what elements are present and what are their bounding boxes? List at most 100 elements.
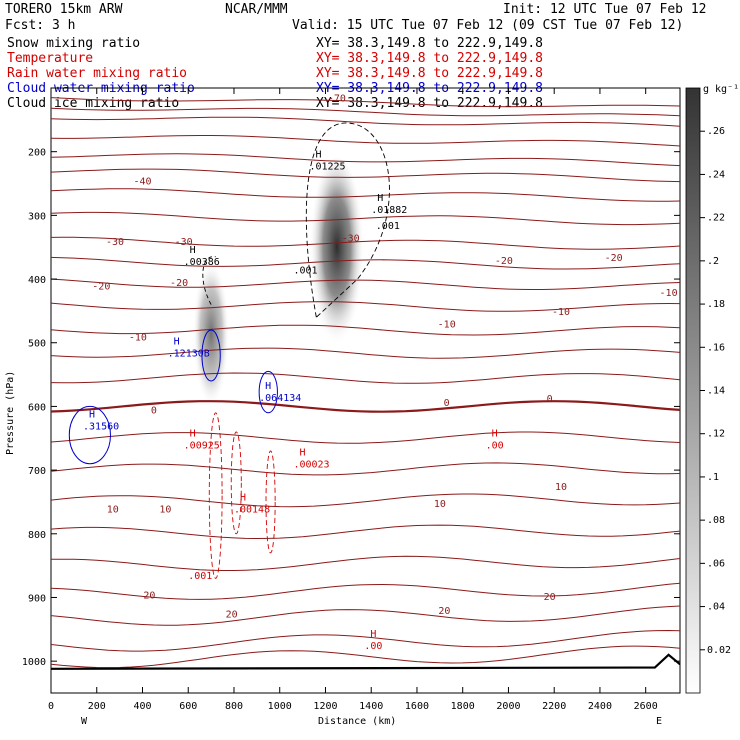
field-section-coords: XY= 38.3,149.8 to 222.9,149.8 <box>316 51 543 66</box>
temperature-contour-label: 10 <box>107 504 119 515</box>
temperature-contour <box>51 97 680 108</box>
temperature-contour <box>51 256 680 270</box>
temperature-contour-label: 0 <box>444 398 450 409</box>
temperature-contour <box>51 107 680 117</box>
temperature-contour-label: -10 <box>552 307 570 318</box>
colorbar-tick-label: .26 <box>707 126 725 137</box>
temperature-contour-label: 10 <box>434 499 446 510</box>
temperature-contour <box>51 629 680 652</box>
colorbar-tick-label: .18 <box>707 299 725 310</box>
temperature-contour <box>51 605 680 626</box>
x-tick-label: 200 <box>88 701 106 712</box>
x-tick-label: 400 <box>133 701 151 712</box>
colorbar: g kg⁻¹ 0.02 .04 .06 .08 .1 .12 .14 .16 .18 .2 .22.… <box>685 84 739 694</box>
plot-frame <box>50 87 681 694</box>
temperature-contour <box>51 168 680 183</box>
ice-contours <box>202 122 390 319</box>
max-h-marker: H <box>174 336 180 347</box>
max-value-label: .12130B <box>168 348 210 359</box>
max-value-label: .00 <box>364 641 382 652</box>
temperature-contour-label: -70 <box>328 94 346 105</box>
x-tick-label: 2200 <box>542 701 566 712</box>
colorbar-tick-label: .22 <box>707 213 725 224</box>
colorbar-tick-label: .08 <box>707 515 725 526</box>
y-tick-label: 700 <box>28 466 46 477</box>
max-h-marker: H <box>492 429 498 440</box>
cloud-water-contour <box>258 370 278 414</box>
temperature-contour <box>51 645 680 669</box>
temperature-contour-label: 20 <box>544 592 556 603</box>
colorbar-tick-label: .12 <box>707 429 725 440</box>
max-h-marker: H <box>190 245 196 256</box>
max-h-marker: H <box>240 492 246 503</box>
field-section-coords: XY= 38.3,149.8 to 222.9,149.8 <box>316 66 543 81</box>
x-tick-label: 1400 <box>359 701 383 712</box>
colorbar-tick-label: .06 <box>707 558 725 569</box>
temperature-contour <box>51 324 680 336</box>
contour-value-label: .001 <box>376 221 400 232</box>
temperature-contour-label: -30 <box>106 237 124 248</box>
colorbar-tick-label: .24 <box>707 169 725 180</box>
max-value-label: .00148 <box>234 504 270 515</box>
rain-contour <box>265 450 276 554</box>
temperature-contour <box>51 211 680 226</box>
y-tick-label: 600 <box>28 402 46 413</box>
rain-contours <box>208 412 276 579</box>
header: TORERO 15km ARW NCAR/MMM Init: 12 UTC Tu… <box>5 2 707 33</box>
valid-time: Valid: 15 UTC Tue 07 Feb 12 (09 CST Tue … <box>292 18 683 33</box>
temperature-contour <box>51 301 680 312</box>
terrain-surface <box>51 653 680 670</box>
field-section-coords: XY= 38.3,149.8 to 222.9,149.8 <box>316 36 543 51</box>
terrain-line <box>51 653 680 670</box>
temperature-contour <box>51 188 680 202</box>
y-tick-label: 900 <box>28 593 46 604</box>
x-tick-label: 1800 <box>451 701 475 712</box>
y-tick-label: 1000 <box>22 657 46 668</box>
temperature-contour-label: -30 <box>342 234 360 245</box>
max-h-marker: H <box>370 629 376 640</box>
max-value-label: .01225 <box>309 162 345 173</box>
ice-shade-region <box>309 158 365 356</box>
max-value-label: .00925 <box>184 441 220 452</box>
center-title: NCAR/MMM <box>225 2 288 17</box>
cloud-water-contour <box>201 329 221 382</box>
x-tick-label: 2400 <box>588 701 612 712</box>
init-time: Init: 12 UTC Tue 07 Feb 12 <box>503 2 707 17</box>
cloud-water-contours <box>68 329 278 465</box>
rain-contour <box>208 412 223 579</box>
ice-contour <box>202 256 216 305</box>
model-title: TORERO 15km ARW <box>5 2 123 17</box>
temperature-contour-label: 20 <box>226 609 238 620</box>
y-tick-label: 500 <box>28 339 46 350</box>
y-axis-label: Pressure (hPa) <box>5 371 16 455</box>
x-tick-label: 2600 <box>634 701 658 712</box>
max-value-label: .31560 <box>83 422 119 433</box>
max-value-label: .01882 <box>371 205 407 216</box>
temperature-contour <box>51 116 680 127</box>
y-tick-label: 800 <box>28 530 46 541</box>
x-axis-label: Distance (km) <box>318 716 396 727</box>
max-h-marker: H <box>315 150 321 161</box>
colorbar-tick-label: .16 <box>707 342 725 353</box>
temperature-contour <box>51 582 680 600</box>
max-h-marker: H <box>89 410 95 421</box>
max-h-marker: H <box>190 429 196 440</box>
y-tick-label: 300 <box>28 211 46 222</box>
temperature-contour-label: 10 <box>555 482 567 493</box>
field-name: Rain water mixing ratio <box>7 66 187 81</box>
freezing-level-contour <box>51 400 680 413</box>
temperature-contour-label: -10 <box>438 320 456 331</box>
temperature-contour <box>51 462 680 476</box>
temperature-contour-label: 20 <box>143 590 155 601</box>
temperature-contour <box>51 347 680 359</box>
y-tick-label: 200 <box>28 148 46 159</box>
x-tick-label: 2000 <box>496 701 520 712</box>
temperature-contours <box>51 97 680 669</box>
colorbar-tick-label: .14 <box>707 386 725 397</box>
temperature-contour <box>51 135 680 147</box>
field-name: Snow mixing ratio <box>7 36 140 51</box>
temperature-contour-label: -20 <box>92 281 110 292</box>
field-name: Cloud ice mixing ratio <box>7 96 179 111</box>
x-tick-label: 0 <box>48 701 54 712</box>
